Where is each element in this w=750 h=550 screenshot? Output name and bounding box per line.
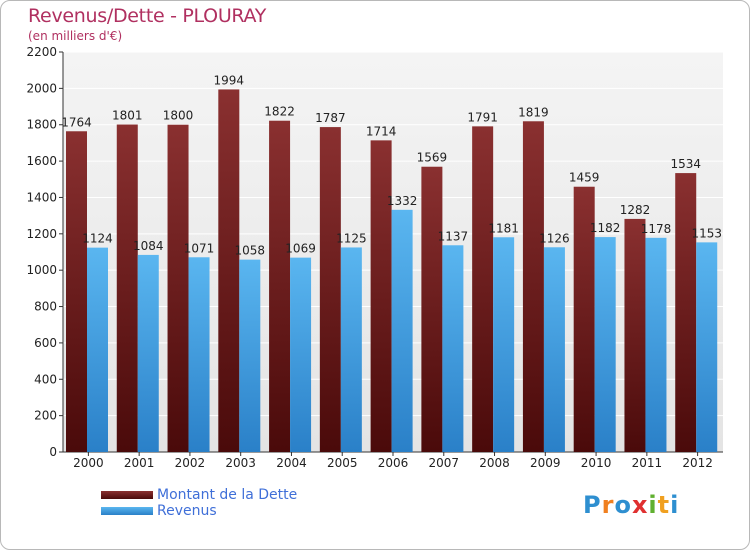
data-label: 1714: [366, 124, 397, 138]
bar-debt: [573, 186, 595, 452]
data-label: 1125: [336, 231, 367, 245]
bar-debt: [522, 121, 544, 452]
x-tick-label: 2012: [682, 456, 713, 470]
bar-revenue: [442, 245, 464, 452]
bar-revenue: [493, 237, 515, 452]
legend-swatch-revenue: [101, 507, 153, 515]
x-tick-label: 2009: [530, 456, 561, 470]
bar-revenue: [188, 257, 210, 452]
x-tick-label: 2000: [73, 456, 104, 470]
legend-item-debt: Montant de la Dette: [101, 487, 297, 503]
bar-revenue: [137, 254, 159, 452]
bar-revenue: [543, 247, 565, 452]
y-tick-label: 1200: [26, 227, 57, 241]
proxiti-logo: Proxiti: [583, 491, 679, 519]
x-tick-label: 2006: [378, 456, 409, 470]
data-label: 1801: [112, 109, 143, 123]
data-label: 1069: [285, 242, 316, 256]
data-label: 1181: [488, 221, 519, 235]
logo-letter: i: [670, 491, 680, 519]
bar-debt: [66, 131, 87, 453]
legend-label-debt: Montant de la Dette: [157, 487, 298, 503]
y-tick-label: 0: [49, 445, 57, 459]
data-label: 1800: [163, 109, 194, 123]
legend-item-revenue: Revenus: [101, 503, 297, 519]
x-tick-label: 2008: [479, 456, 510, 470]
legend-swatch-debt: [101, 491, 153, 499]
y-tick-label: 1600: [26, 154, 57, 168]
y-tick-label: 200: [34, 409, 57, 423]
bar-debt: [116, 124, 138, 452]
x-tick-label: 2003: [225, 456, 256, 470]
x-tick-label: 2011: [632, 456, 663, 470]
bar-debt: [269, 120, 291, 453]
data-label: 1994: [214, 73, 245, 87]
data-label: 1282: [620, 203, 651, 217]
data-label: 1534: [670, 157, 701, 171]
y-tick-label: 800: [34, 300, 57, 314]
data-label: 1126: [539, 231, 570, 245]
bar-revenue: [340, 247, 362, 452]
y-tick-label: 2200: [26, 45, 57, 59]
logo-letter: o: [614, 491, 632, 519]
y-tick-label: 2000: [26, 81, 57, 95]
data-label: 1819: [518, 105, 549, 119]
data-label: 1764: [61, 115, 92, 129]
y-tick-label: 600: [34, 336, 57, 350]
bar-debt: [319, 127, 341, 452]
bar-revenue: [87, 247, 108, 452]
data-label: 1084: [133, 239, 164, 253]
chart-subtitle: (en milliers d'€): [28, 29, 123, 43]
bar-revenue: [696, 242, 718, 452]
bar-debt: [167, 124, 189, 453]
x-tick-label: 2002: [175, 456, 206, 470]
bar-revenue: [290, 257, 312, 452]
data-label: 1822: [264, 105, 295, 119]
bar-revenue: [594, 237, 616, 452]
y-tick-label: 1000: [26, 263, 57, 277]
data-label: 1569: [417, 151, 448, 165]
y-tick-label: 400: [34, 372, 57, 386]
chart-legend: Montant de la Dette Revenus: [101, 487, 297, 519]
logo-letter: x: [631, 491, 649, 519]
data-label: 1787: [315, 111, 346, 125]
data-label: 1137: [438, 229, 469, 243]
bar-revenue: [645, 237, 667, 452]
bar-debt: [370, 140, 392, 452]
x-tick-label: 2004: [276, 456, 307, 470]
y-tick-label: 1800: [26, 118, 57, 132]
data-label: 1791: [467, 110, 498, 124]
x-tick-label: 2010: [581, 456, 612, 470]
data-label: 1459: [569, 171, 600, 185]
bar-debt: [421, 166, 443, 452]
logo-letter: r: [601, 491, 615, 519]
bar-revenue: [391, 209, 413, 452]
data-label: 1182: [590, 221, 621, 235]
bar-debt: [218, 89, 240, 453]
x-tick-label: 2005: [327, 456, 358, 470]
logo-letter: i: [648, 491, 658, 519]
data-label: 1124: [82, 232, 113, 246]
y-tick-label: 1400: [26, 190, 57, 204]
data-label: 1153: [691, 226, 722, 240]
logo-letter: P: [583, 491, 602, 519]
chart-title: Revenus/Dette - PLOURAY: [28, 5, 267, 27]
data-label: 1332: [387, 194, 418, 208]
bar-debt: [675, 173, 697, 452]
bar-debt: [624, 218, 646, 452]
data-label: 1178: [641, 222, 672, 236]
legend-label-revenue: Revenus: [157, 503, 217, 519]
data-label: 1071: [184, 241, 215, 255]
bar-revenue: [239, 259, 261, 452]
data-label: 1058: [235, 244, 266, 258]
x-tick-label: 2001: [124, 456, 155, 470]
bar-debt: [472, 126, 494, 452]
logo-letter: t: [657, 491, 671, 519]
x-tick-label: 2007: [428, 456, 459, 470]
